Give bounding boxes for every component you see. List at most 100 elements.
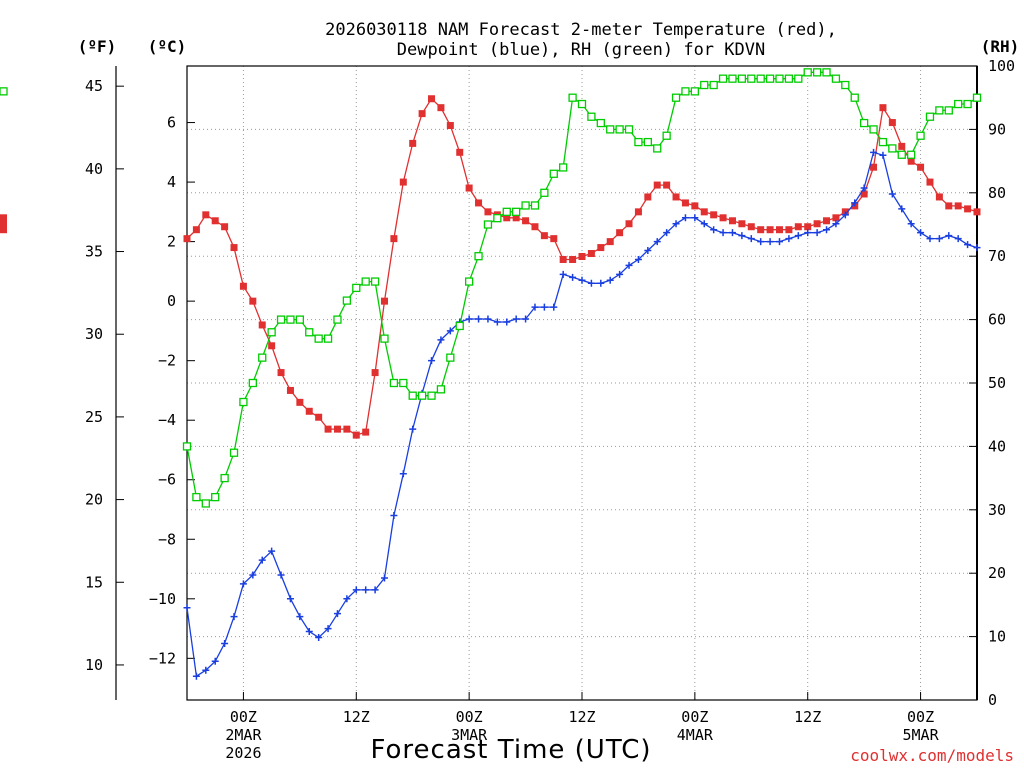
dewpoint-point <box>625 261 633 269</box>
dewpoint-point <box>757 238 765 246</box>
series-dewpoint <box>184 149 981 680</box>
rh-point <box>220 473 229 483</box>
rh-point <box>380 334 389 343</box>
time-tick-label: 12Z <box>343 708 370 726</box>
dewpoint-point <box>832 220 840 228</box>
temperature-point <box>409 139 417 147</box>
temperature-point <box>324 425 332 433</box>
rh-point <box>512 207 521 216</box>
temperature-point <box>747 223 755 231</box>
rh-point <box>389 378 399 388</box>
temperature-point <box>249 297 257 305</box>
rh-point <box>784 74 794 83</box>
rh-point <box>314 334 323 343</box>
rh-tick-label: 20 <box>988 564 1006 582</box>
rh-point <box>464 277 474 286</box>
rh-point <box>822 68 831 77</box>
dewpoint-point <box>559 270 567 278</box>
dewpoint-point <box>738 232 746 240</box>
dewpoint-point <box>663 229 671 237</box>
temperature-point <box>870 163 878 171</box>
rh-tick-label: 30 <box>988 501 1006 519</box>
rh-point <box>690 87 700 96</box>
temperature-point <box>597 244 605 252</box>
rh-point <box>963 99 972 109</box>
chart-title-line-2: Dewpoint (blue), RH (green) for KDVN <box>397 40 765 60</box>
dewpoint-point <box>493 318 501 326</box>
rh-point <box>305 328 314 337</box>
rh-point <box>399 378 408 388</box>
grid-lines <box>187 66 977 700</box>
temperature-point <box>390 235 398 243</box>
dewpoint-point <box>277 571 285 579</box>
rh-point <box>333 315 342 324</box>
temperature-point <box>625 220 633 228</box>
temperature-point <box>381 297 388 305</box>
tick-labels: 1015202530354045−12−10−8−6−4−20246010203… <box>85 57 1015 762</box>
dewpoint-point <box>305 628 313 636</box>
dewpoint-point <box>409 425 417 433</box>
temperature-point <box>0 214 7 222</box>
rh-tick-label: 40 <box>988 437 1006 455</box>
dewpoint-point <box>728 229 736 237</box>
fahrenheit-tick-label: 10 <box>85 656 103 674</box>
rh-point <box>295 315 305 324</box>
time-tick-label: 5MAR <box>903 726 940 744</box>
celsius-tick-label: 2 <box>167 233 176 251</box>
rh-point <box>0 87 8 96</box>
rh-point <box>728 74 737 83</box>
temperature-point <box>728 217 736 225</box>
rh-point <box>267 328 276 337</box>
chart-title-line-1: 2026030118 NAM Forecast 2-meter Temperat… <box>325 20 837 40</box>
dewpoint-point <box>296 613 304 621</box>
temperature-point <box>926 178 934 186</box>
dewpoint-point <box>644 247 652 255</box>
rh-point <box>436 385 446 394</box>
x-axis-label: Forecast Time (UTC) <box>370 735 651 765</box>
dewpoint-point <box>239 580 247 588</box>
rh-point <box>427 391 436 400</box>
dewpoint-point <box>653 238 661 246</box>
rh-point <box>361 277 370 286</box>
rh-point <box>587 112 596 121</box>
temperature-point <box>418 110 426 118</box>
rh-point <box>765 74 775 83</box>
temperature-point <box>672 193 680 201</box>
celsius-tick-label: −12 <box>149 649 176 667</box>
rh-point <box>709 80 718 90</box>
temperature-point <box>945 202 953 210</box>
temperature-point <box>710 211 718 219</box>
temperature-point <box>456 148 464 156</box>
temperature-point <box>973 208 981 216</box>
rh-point <box>352 283 361 293</box>
rh-point <box>606 125 615 134</box>
dewpoint-point <box>935 235 943 243</box>
time-tick-label: 00Z <box>230 708 257 726</box>
rh-point <box>897 150 906 159</box>
rh-point <box>342 296 352 305</box>
rh-point <box>474 252 483 261</box>
temperature-point <box>550 235 558 243</box>
temperature-point <box>644 193 652 201</box>
temperature-point <box>578 252 586 260</box>
dewpoint-point <box>352 586 360 594</box>
dewpoint-point <box>569 273 577 281</box>
dewpoint-point <box>606 276 614 284</box>
temperature-point <box>446 122 454 130</box>
rh-point <box>568 93 577 102</box>
temperature-point <box>738 220 746 228</box>
dewpoint-point <box>484 315 492 323</box>
temperature-point <box>0 226 7 234</box>
data-series <box>0 68 982 680</box>
temperature-point <box>663 181 671 189</box>
temperature-point <box>399 178 407 186</box>
dewpoint-point <box>870 148 878 156</box>
rh-point <box>869 125 878 134</box>
dewpoint-point <box>503 318 511 326</box>
rh-point <box>549 169 558 178</box>
dewpoint-point <box>221 639 229 647</box>
temperature-point <box>935 193 943 201</box>
credit-link[interactable]: coolwx.com/models <box>850 746 1014 765</box>
dewpoint-point <box>315 633 323 641</box>
